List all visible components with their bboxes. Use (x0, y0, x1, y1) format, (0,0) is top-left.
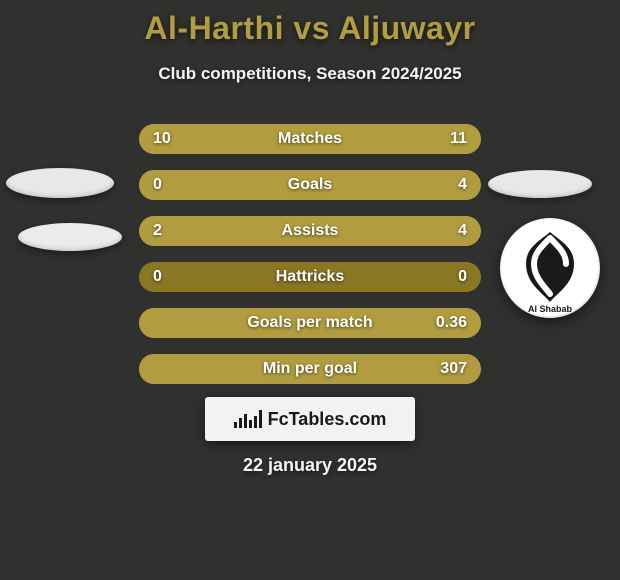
stat-row: 24Assists (139, 216, 481, 246)
ellipse-icon (6, 168, 114, 198)
stat-label: Goals (139, 176, 481, 194)
stat-label: Min per goal (139, 360, 481, 378)
bar-chart-icon (234, 410, 262, 428)
stat-row: 307Min per goal (139, 354, 481, 384)
stat-label: Assists (139, 222, 481, 240)
stat-row: 00Hattricks (139, 262, 481, 292)
infographic-container: Al-Harthi vs Aljuwayr Club competitions,… (0, 0, 620, 580)
ellipse-icon (488, 170, 592, 198)
fctables-text: FcTables.com (268, 409, 387, 430)
stat-label: Matches (139, 130, 481, 148)
shabab-crest-icon: Al Shabab (500, 218, 600, 318)
stat-row: 0.36Goals per match (139, 308, 481, 338)
stat-label: Hattricks (139, 268, 481, 286)
stat-row: 04Goals (139, 170, 481, 200)
subtitle: Club competitions, Season 2024/2025 (0, 64, 620, 84)
ellipse-icon (18, 223, 122, 251)
stats-rows: 1011Matches 04Goals 24Assists 00Hattricks 0.… (139, 124, 481, 400)
title: Al-Harthi vs Aljuwayr (0, 0, 620, 47)
club-badge-al-shabab: Al Shabab (500, 218, 600, 318)
stat-label: Goals per match (139, 314, 481, 332)
generated-date: 22 january 2025 (0, 455, 620, 476)
stat-row: 1011Matches (139, 124, 481, 154)
fctables-watermark: FcTables.com (205, 397, 415, 441)
club-badge-label: Al Shabab (528, 304, 573, 314)
